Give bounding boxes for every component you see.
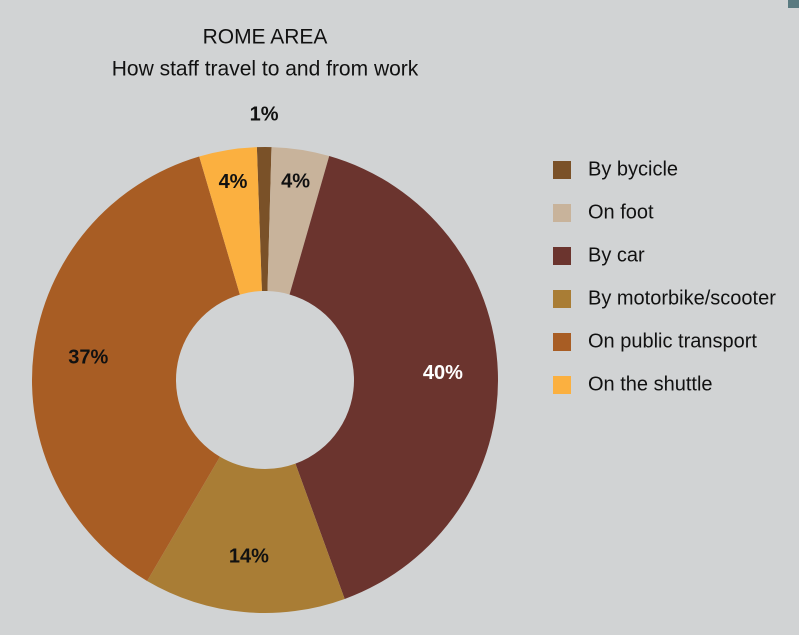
- data-label: 1%: [250, 103, 279, 125]
- data-label: 4%: [281, 171, 310, 193]
- data-label: 4%: [219, 171, 248, 193]
- legend-label: On the shuttle: [588, 373, 713, 395]
- data-label: 40%: [423, 362, 463, 384]
- slice: [147, 456, 345, 614]
- data-label: 14%: [229, 546, 269, 568]
- chart-subtitle: How staff travel to and from work: [112, 58, 419, 81]
- legend-swatch: [553, 290, 571, 308]
- legend-label: By car: [588, 244, 645, 266]
- slice: [31, 156, 240, 581]
- legend-label: On public transport: [588, 330, 757, 352]
- legend-swatch: [553, 204, 571, 222]
- data-label: 37%: [68, 347, 108, 369]
- legend-swatch: [553, 333, 571, 351]
- legend-label: On foot: [588, 201, 654, 223]
- legend-swatch: [553, 376, 571, 394]
- legend-label: By bycicle: [588, 158, 678, 180]
- slice: [199, 147, 262, 295]
- slice: [256, 147, 272, 292]
- chart-title: ROME AREA: [203, 26, 328, 49]
- slice: [267, 147, 330, 295]
- legend-swatch: [553, 161, 571, 179]
- legend-swatch: [553, 247, 571, 265]
- corner-tab: [788, 0, 799, 8]
- slice: [289, 156, 498, 599]
- legend-label: By motorbike/scooter: [588, 287, 776, 309]
